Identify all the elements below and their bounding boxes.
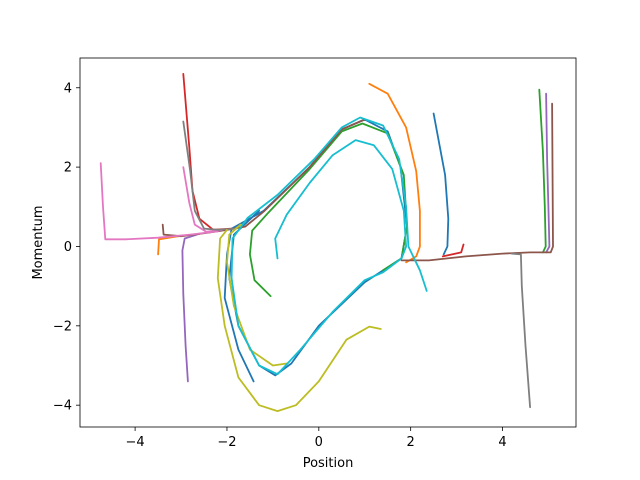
trajectory-line-13	[182, 166, 224, 233]
trajectory-line-14	[182, 120, 238, 231]
x-tick-label: −4	[126, 435, 145, 450]
y-tick-label: 4	[64, 81, 72, 96]
x-tick-label: 0	[315, 435, 323, 450]
trajectory-line-15	[510, 252, 531, 409]
trajectory-line-18	[230, 116, 428, 376]
trajectory-line-17	[216, 228, 382, 413]
y-axis-ticks: −4 −2 0 2 4	[53, 81, 80, 414]
x-tick-label: 4	[498, 435, 506, 450]
x-axis-label: Position	[303, 456, 354, 471]
y-tick-label: −4	[53, 399, 72, 414]
trajectory-line-1	[432, 112, 450, 256]
y-tick-label: −2	[53, 319, 72, 334]
series-layer	[99, 73, 554, 413]
trajectory-line-12	[99, 162, 219, 241]
y-tick-label: 2	[64, 161, 72, 176]
y-tick-label: 0	[64, 240, 72, 255]
trajectory-line-3	[368, 82, 421, 264]
trajectory-line-8	[181, 232, 201, 383]
x-tick-label: −2	[217, 435, 236, 450]
trajectory-line-11	[400, 102, 554, 262]
trajectory-line-7	[441, 243, 465, 258]
trajectory-line-16	[226, 223, 288, 367]
plot-area-frame	[79, 57, 577, 428]
x-axis-ticks: −4 −2 0 2 4	[126, 427, 507, 450]
x-tick-label: 2	[407, 435, 415, 450]
trajectory-line-9	[545, 92, 551, 254]
y-axis-label: Momentum	[31, 205, 46, 279]
trajectory-line-5	[538, 88, 547, 254]
